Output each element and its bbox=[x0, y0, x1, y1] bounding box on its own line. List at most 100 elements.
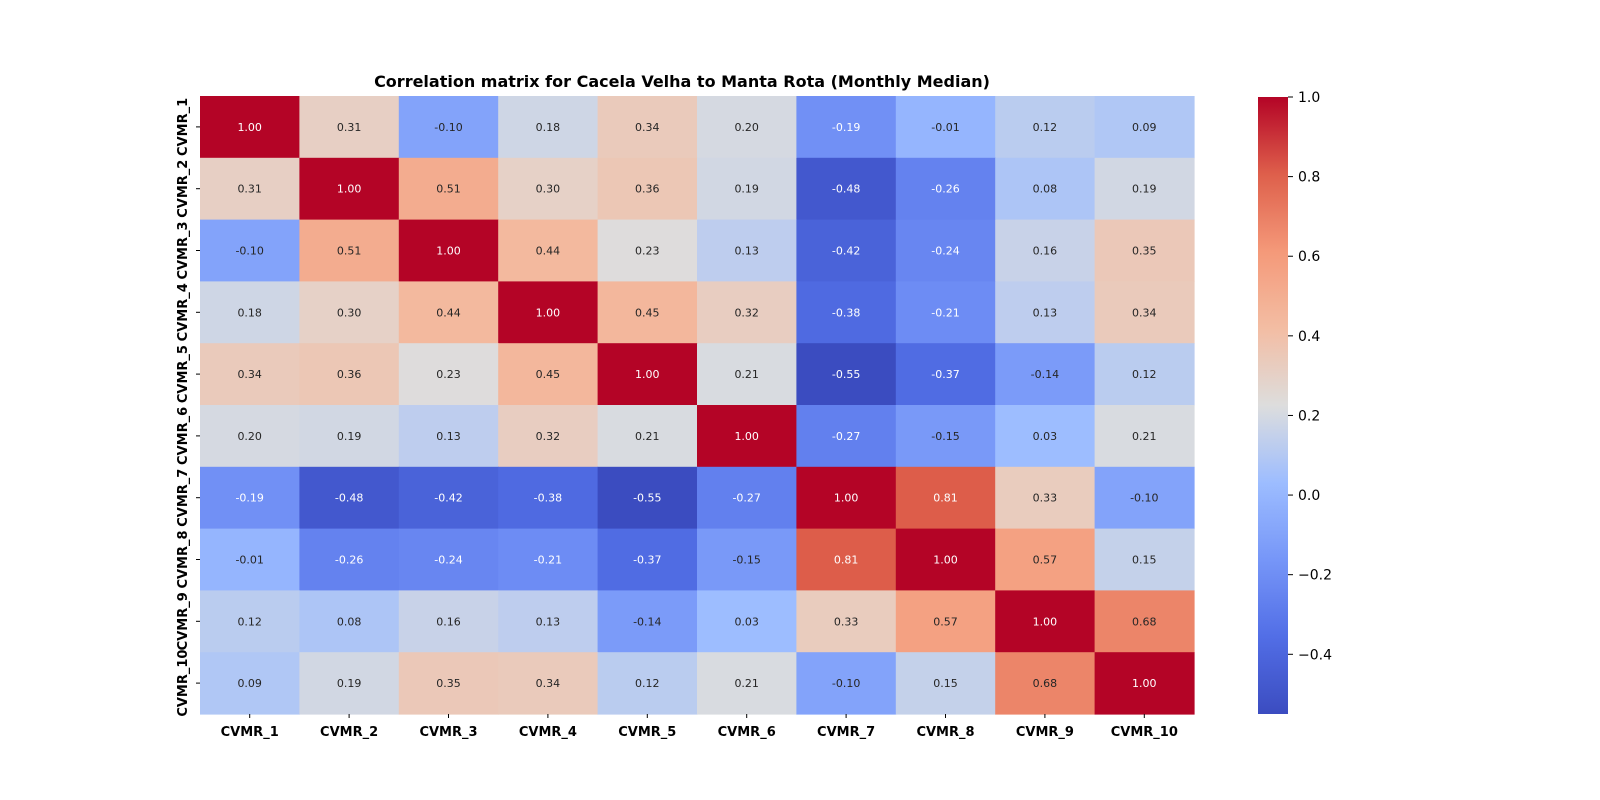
heatmap-cell bbox=[796, 343, 897, 406]
cell-value-label: 0.57 bbox=[1033, 554, 1058, 567]
heatmap-cell bbox=[895, 219, 996, 282]
heatmap-cell bbox=[895, 96, 996, 159]
heatmap-cell bbox=[398, 219, 499, 282]
cell-value-label: 1.00 bbox=[337, 183, 362, 196]
cell-value-label: 0.81 bbox=[834, 554, 859, 567]
cell-value-label: 0.16 bbox=[436, 615, 461, 628]
x-tick-label: CVMR_10 bbox=[1111, 725, 1178, 740]
heatmap-cell bbox=[200, 652, 300, 715]
cell-value-label: 0.32 bbox=[536, 430, 561, 443]
x-tick-label: CVMR_8 bbox=[916, 725, 974, 740]
heatmap-cell bbox=[498, 652, 599, 715]
cell-value-label: 0.13 bbox=[1033, 306, 1058, 319]
heatmap-cell bbox=[299, 281, 400, 344]
cell-value-label: 0.35 bbox=[1132, 245, 1157, 258]
cell-value-label: 1.00 bbox=[734, 430, 759, 443]
cell-value-label: 0.23 bbox=[635, 245, 660, 258]
heatmap-cells: 1.00 0.31 -0.10 0.18 0.34 0.20 -0.19 -0.01 0.12 0… bbox=[200, 96, 1195, 715]
y-axis-tick-labels: CVMR_1 CVMR_2 CVMR_3 CVMR_4 CVMR_5 CVMR_6 CVMR… bbox=[176, 98, 200, 717]
heatmap-cell bbox=[697, 466, 797, 530]
y-tick-label: CVMR_1 bbox=[176, 98, 191, 156]
heatmap-cell bbox=[398, 281, 499, 344]
cell-value-label: 0.23 bbox=[436, 368, 461, 381]
colorbar-tick-label: 0.0 bbox=[1298, 488, 1320, 504]
heatmap-cell bbox=[597, 343, 698, 406]
cell-value-label: 0.21 bbox=[734, 677, 759, 690]
cell-value-label: 0.18 bbox=[237, 306, 262, 319]
colorbar: 1.0 0.8 0.6 0.4 0.2 0.0 −0.2 −0.4 bbox=[1258, 90, 1332, 714]
cell-value-label: 0.13 bbox=[436, 430, 461, 443]
heatmap-cell bbox=[1094, 281, 1195, 344]
cell-value-label: 0.36 bbox=[635, 183, 660, 196]
cell-value-label: 0.35 bbox=[436, 677, 461, 690]
cell-value-label: 0.33 bbox=[834, 615, 859, 628]
y-tick-label: CVMR_5 bbox=[176, 345, 191, 403]
heatmap-cell bbox=[995, 405, 1096, 468]
cell-value-label: -0.10 bbox=[832, 677, 860, 690]
heatmap-cell bbox=[895, 281, 996, 344]
heatmap-cell bbox=[498, 281, 599, 344]
heatmap-cell bbox=[1094, 652, 1195, 715]
heatmap-cell bbox=[995, 528, 1096, 591]
cell-value-label: 0.33 bbox=[1033, 492, 1058, 505]
heatmap-cell bbox=[1094, 528, 1195, 591]
y-tick-label: CVMR_9 bbox=[176, 592, 191, 650]
cell-value-label: -0.14 bbox=[1031, 368, 1059, 381]
heatmap-cell bbox=[398, 157, 499, 221]
colorbar-tick-label: 0.8 bbox=[1298, 170, 1320, 186]
cell-value-label: -0.15 bbox=[732, 554, 760, 567]
cell-value-label: -0.26 bbox=[931, 183, 959, 196]
cell-value-label: -0.42 bbox=[832, 245, 860, 258]
y-tick-label: CVMR_4 bbox=[176, 283, 191, 341]
cell-value-label: 0.03 bbox=[734, 615, 759, 628]
cell-value-label: 0.13 bbox=[734, 245, 759, 258]
cell-value-label: 0.08 bbox=[1033, 183, 1058, 196]
colorbar-tick-label: 0.2 bbox=[1298, 408, 1320, 424]
x-tick-label: CVMR_5 bbox=[618, 725, 676, 740]
heatmap-cell bbox=[796, 157, 897, 221]
x-axis-tick-labels: CVMR_1 CVMR_2 CVMR_3 CVMR_4 CVMR_5 CVMR_6 CVMR… bbox=[221, 714, 1178, 740]
heatmap-cell bbox=[299, 219, 400, 282]
cell-value-label: -0.01 bbox=[235, 554, 263, 567]
cell-value-label: -0.55 bbox=[832, 368, 860, 381]
cell-value-label: -0.10 bbox=[434, 121, 462, 134]
cell-value-label: 1.00 bbox=[933, 554, 958, 567]
heatmap-cell bbox=[597, 219, 698, 282]
cell-value-label: 0.57 bbox=[933, 615, 958, 628]
heatmap-cell bbox=[1094, 466, 1195, 530]
heatmap-cell bbox=[299, 652, 400, 715]
heatmap-cell bbox=[1094, 157, 1195, 221]
cell-value-label: -0.01 bbox=[931, 121, 959, 134]
heatmap-cell bbox=[697, 343, 797, 406]
x-tick-label: CVMR_3 bbox=[419, 725, 477, 740]
heatmap-cell bbox=[398, 405, 499, 468]
cell-value-label: 0.68 bbox=[1033, 677, 1058, 690]
cell-value-label: 0.15 bbox=[933, 677, 958, 690]
cell-value-label: 1.00 bbox=[834, 492, 859, 505]
cell-value-label: 0.20 bbox=[237, 430, 262, 443]
cell-value-label: 0.81 bbox=[933, 492, 958, 505]
heatmap-cell bbox=[995, 96, 1096, 159]
cell-value-label: 0.45 bbox=[536, 368, 561, 381]
heatmap-cell bbox=[597, 466, 698, 530]
heatmap-cell bbox=[1094, 96, 1195, 159]
cell-value-label: 1.00 bbox=[1033, 615, 1058, 628]
heatmap-cell bbox=[398, 652, 499, 715]
cell-value-label: 0.31 bbox=[237, 183, 262, 196]
cell-value-label: 1.00 bbox=[436, 245, 461, 258]
cell-value-label: 0.12 bbox=[1033, 121, 1058, 134]
heatmap-cell bbox=[498, 157, 599, 221]
heatmap-cell bbox=[299, 96, 400, 159]
cell-value-label: 0.21 bbox=[635, 430, 660, 443]
heatmap-cell bbox=[995, 219, 1096, 282]
cell-value-label: -0.21 bbox=[534, 554, 562, 567]
x-tick-label: CVMR_4 bbox=[519, 725, 577, 740]
cell-value-label: 0.34 bbox=[536, 677, 561, 690]
heatmap-cell bbox=[498, 590, 599, 653]
colorbar-tick-label: 0.4 bbox=[1298, 329, 1320, 345]
cell-value-label: 0.12 bbox=[237, 615, 262, 628]
heatmap-cell bbox=[200, 405, 300, 468]
heatmap-cell bbox=[498, 343, 599, 406]
heatmap-cell bbox=[200, 343, 300, 406]
heatmap-cell bbox=[597, 652, 698, 715]
